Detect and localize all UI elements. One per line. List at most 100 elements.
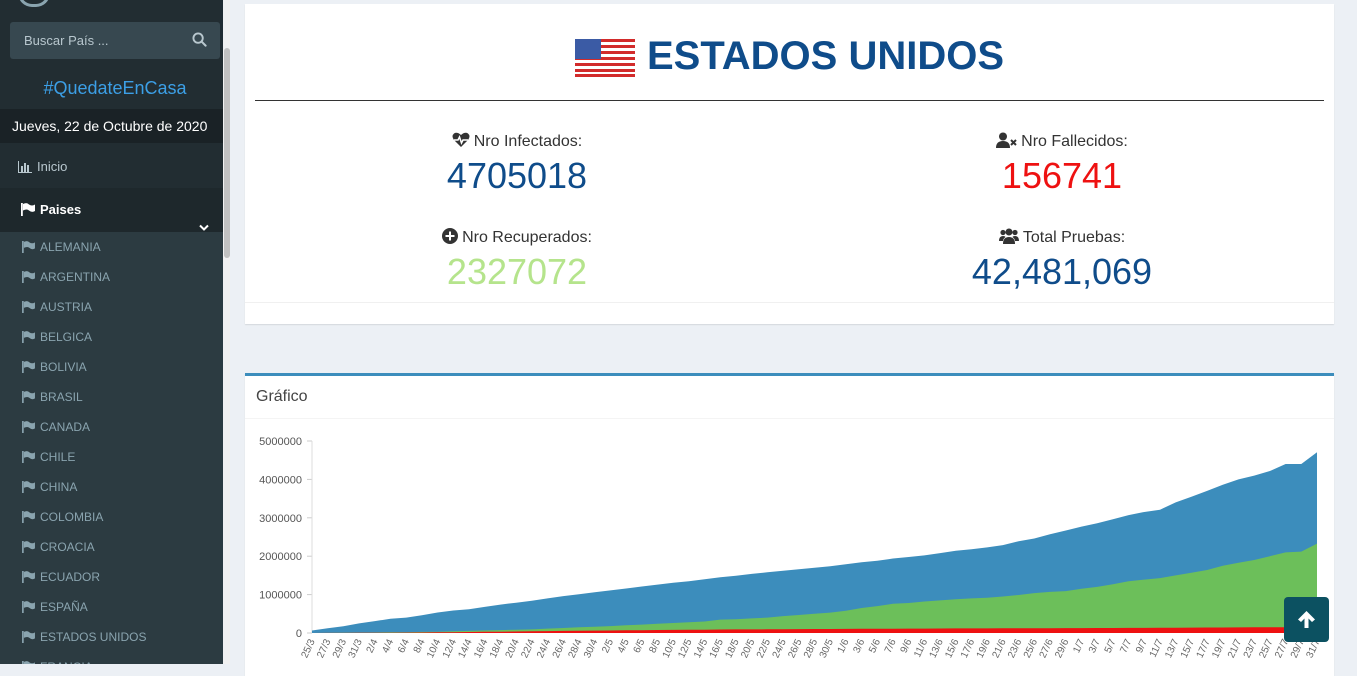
sidebar-item-country[interactable]: CHINA: [0, 472, 230, 502]
menu-item-label: Inicio: [37, 159, 68, 174]
x-tick-label: 30/5: [818, 637, 836, 660]
us-flag-icon: [574, 39, 635, 87]
country-label: CROACIA: [40, 540, 95, 554]
area-series-1: [312, 543, 1317, 633]
heartbeat-icon: [452, 132, 470, 147]
x-tick-label: 26/5: [786, 637, 804, 660]
search-input[interactable]: [10, 22, 180, 59]
x-tick-label: 5/6: [867, 637, 883, 655]
flag-icon: [22, 451, 35, 463]
x-tick-label: 22/4: [519, 637, 537, 660]
plus-circle-icon: [442, 228, 459, 244]
bar-chart-icon: [18, 161, 32, 173]
x-tick-label: 13/7: [1163, 637, 1181, 660]
country-label: AUSTRIA: [40, 300, 93, 314]
menu-item-inicio[interactable]: Inicio: [0, 152, 230, 182]
flag-icon: [22, 331, 35, 343]
country-label: BELGICA: [40, 330, 93, 344]
x-tick-label: 1/7: [1071, 637, 1087, 655]
sidebar-item-country[interactable]: CHILE: [0, 442, 230, 472]
country-label: CHINA: [40, 480, 78, 494]
x-tick-label: 9/7: [1134, 637, 1150, 655]
y-tick-label: 1000000: [259, 590, 302, 602]
stat-fallecidos: Nro Fallecidos: 156741: [790, 132, 1334, 197]
flag-icon: [22, 571, 35, 583]
x-tick-label: 4/4: [380, 637, 396, 655]
x-tick-label: 12/5: [676, 637, 694, 660]
x-tick-label: 13/6: [928, 637, 946, 660]
x-tick-label: 18/4: [488, 637, 506, 660]
sidebar-scrollbar[interactable]: [223, 0, 230, 664]
x-tick-label: 27/3: [315, 637, 333, 660]
stat-recuperados: Nro Recuperados: 2327072: [245, 228, 789, 293]
sidebar-item-country[interactable]: COLOMBIA: [0, 502, 230, 532]
x-tick-label: 20/4: [504, 637, 522, 660]
x-tick-label: 22/5: [755, 637, 773, 660]
x-tick-label: 10/5: [661, 637, 679, 660]
country-summary-card: ESTADOS UNIDOS Nro Infectados: 4705018 N…: [245, 4, 1334, 324]
y-tick-label: 3000000: [259, 513, 302, 525]
flag-icon: [22, 481, 35, 493]
x-tick-label: 23/6: [1006, 637, 1024, 660]
x-tick-label: 29/3: [331, 637, 349, 660]
x-tick-label: 2/4: [365, 637, 381, 655]
sidebar-item-country[interactable]: AUSTRIA: [0, 292, 230, 322]
scrollbar-thumb[interactable]: [224, 48, 230, 258]
chevron-down-icon: [199, 204, 214, 248]
sidebar-item-country[interactable]: BOLIVIA: [0, 352, 230, 382]
menu-item-paises[interactable]: Paises: [0, 188, 230, 232]
chart-card-header: Gráfico: [245, 376, 1334, 419]
users-icon: [998, 228, 1019, 244]
flag-icon: [22, 421, 35, 433]
x-tick-label: 17/6: [959, 637, 977, 660]
area-chart: 0 1000000 2000000 3000000 4000000 5000000 25/3…: [259, 436, 1323, 660]
x-tick-label: 17/7: [1195, 637, 1213, 660]
x-tick-label: 30/4: [582, 637, 600, 660]
flag-icon: [21, 203, 35, 216]
flag-icon: [22, 511, 35, 523]
x-tick-label: 19/7: [1210, 637, 1228, 660]
scroll-to-top-button[interactable]: [1284, 597, 1329, 642]
sidebar-item-country[interactable]: ECUADOR: [0, 562, 230, 592]
sidebar-item-country[interactable]: ESTADOS UNIDOS: [0, 622, 230, 652]
sidebar-item-country[interactable]: CROACIA: [0, 532, 230, 562]
sidebar: #QuedateEnCasa Jueves, 22 de Octubre de …: [0, 0, 230, 664]
flag-icon: [22, 601, 35, 613]
x-tick-label: 6/5: [632, 637, 648, 655]
x-tick-label: 8/4: [412, 637, 428, 655]
page-title: ESTADOS UNIDOS: [245, 34, 1334, 87]
x-tick-label: 9/6: [899, 637, 915, 655]
stat-label: Total Pruebas:: [1022, 229, 1126, 246]
sidebar-item-country[interactable]: CANADA: [0, 412, 230, 442]
area-series-2: [312, 627, 1317, 633]
x-tick-label: 26/4: [551, 637, 569, 660]
search-icon[interactable]: [192, 32, 208, 48]
stat-value: 42,481,069: [971, 251, 1153, 292]
user-times-icon: [996, 132, 1017, 148]
sidebar-item-country[interactable]: ESPAÑA: [0, 592, 230, 622]
sidebar-item-country[interactable]: BRASIL: [0, 382, 230, 412]
flag-icon: [22, 361, 35, 373]
sidebar-item-country[interactable]: BELGICA: [0, 322, 230, 352]
x-tick-label: 14/4: [457, 637, 475, 660]
x-tick-label: 25/6: [1022, 637, 1040, 660]
flag-icon: [22, 631, 35, 643]
title-divider: [255, 100, 1324, 101]
flag-icon: [22, 301, 35, 313]
sidebar-item-country[interactable]: FRANCIA: [0, 652, 230, 664]
sidebar-item-country[interactable]: ARGENTINA: [0, 262, 230, 292]
x-tick-label: 6/4: [396, 637, 412, 655]
x-tick-label: 4/5: [616, 637, 632, 655]
x-tick-label: 16/5: [708, 637, 726, 660]
x-tick-label: 16/4: [472, 637, 490, 660]
x-tick-label: 14/5: [692, 637, 710, 660]
y-tick-label: 0: [296, 628, 302, 640]
x-tick-label: 19/6: [975, 637, 993, 660]
country-label: BOLIVIA: [40, 360, 87, 374]
x-tick-label: 29/6: [1053, 637, 1071, 660]
y-tick-label: 5000000: [259, 436, 302, 448]
country-label: CHILE: [40, 450, 76, 464]
sidebar-item-country[interactable]: ALEMANIA: [0, 232, 230, 262]
x-tick-label: 7/6: [883, 637, 899, 655]
stat-label: Nro Recuperados:: [462, 229, 592, 246]
